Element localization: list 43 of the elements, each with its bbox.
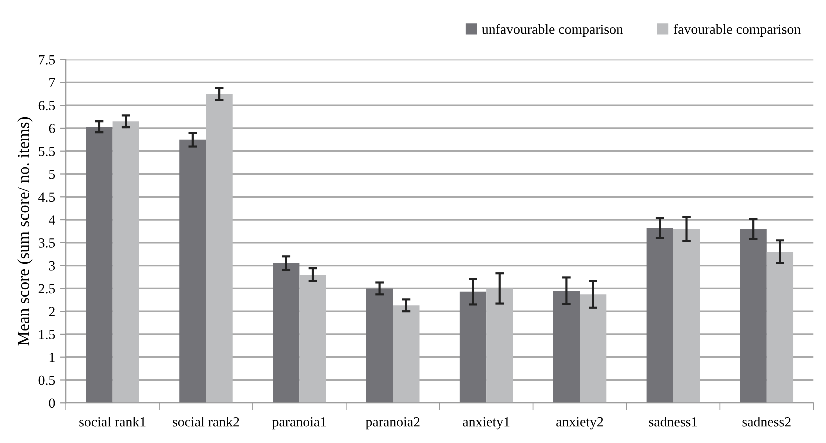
y-tick-label: 4.5	[38, 192, 56, 202]
y-tick-label: 6	[49, 124, 56, 134]
y-tick-label: 4	[48, 216, 56, 225]
legend-label: unfavourable comparison	[482, 24, 624, 38]
bar	[180, 140, 206, 404]
bar	[273, 264, 300, 404]
y-tick-label: 7.5	[39, 56, 56, 65]
x-tick-label: anxiety2	[556, 417, 604, 430]
x-tick-label: sadness1	[649, 417, 698, 427]
bar	[766, 252, 794, 404]
bar	[580, 294, 607, 404]
y-tick-label: 5.5	[39, 147, 56, 156]
y-tick-label: 3	[49, 261, 56, 271]
x-tick-label: paranoia1	[272, 417, 326, 430]
bar	[393, 306, 420, 404]
x-tick-label: social rank1	[80, 417, 146, 427]
y-tick-label: 2.5	[38, 284, 56, 294]
bar	[206, 94, 233, 404]
y-tick-label: 5	[50, 170, 56, 180]
bar	[673, 229, 700, 404]
y-tick-label: 0.5	[38, 376, 56, 386]
x-tick-label: paranoia2	[366, 417, 420, 430]
bar	[300, 274, 326, 404]
x-tick-label: anxiety1	[463, 417, 510, 430]
bar	[553, 290, 580, 404]
y-tick-label: 0	[49, 398, 56, 408]
y-tick-label: 1.5	[40, 330, 56, 340]
y-tick-label: 7	[50, 78, 56, 88]
bar	[112, 122, 140, 404]
bar	[460, 292, 487, 404]
y-tick-label: 3.5	[38, 238, 56, 248]
y-tick-label: 1	[50, 353, 55, 362]
x-tick-label: sadness2	[742, 417, 791, 427]
legend-label: favourable comparison	[674, 24, 801, 38]
bar	[740, 229, 767, 404]
y-tick-label: 6.5	[38, 101, 56, 111]
x-tick-label: social rank2	[173, 417, 240, 427]
y-axis-title: Mean score (sum score/ no. items)	[18, 117, 33, 346]
bar	[86, 127, 113, 404]
bar	[486, 288, 514, 404]
bar	[366, 288, 394, 404]
bar	[646, 228, 674, 404]
y-tick-label: 2	[49, 307, 55, 316]
